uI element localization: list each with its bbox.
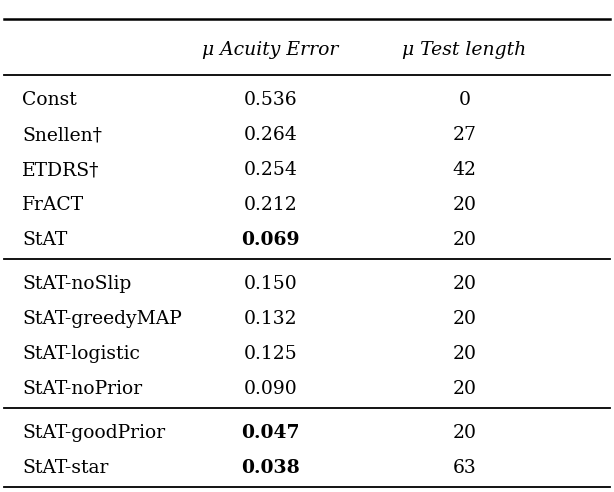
Text: 63: 63 bbox=[453, 459, 476, 477]
Text: StAT-noPrior: StAT-noPrior bbox=[22, 380, 142, 398]
Text: 0.047: 0.047 bbox=[241, 424, 300, 442]
Text: μ Test length: μ Test length bbox=[402, 41, 527, 59]
Text: 0.254: 0.254 bbox=[244, 161, 298, 179]
Text: StAT-logistic: StAT-logistic bbox=[22, 345, 140, 363]
Text: 0.212: 0.212 bbox=[244, 196, 298, 214]
Text: StAT-goodPrior: StAT-goodPrior bbox=[22, 424, 165, 442]
Text: 20: 20 bbox=[453, 310, 476, 328]
Text: 0.069: 0.069 bbox=[241, 231, 300, 249]
Text: 42: 42 bbox=[453, 161, 476, 179]
Text: 0.125: 0.125 bbox=[244, 345, 298, 363]
Text: 20: 20 bbox=[453, 380, 476, 398]
Text: 27: 27 bbox=[453, 126, 476, 144]
Text: 20: 20 bbox=[453, 424, 476, 442]
Text: μ Acuity Error: μ Acuity Error bbox=[203, 41, 339, 59]
Text: 0.038: 0.038 bbox=[241, 459, 300, 477]
Text: StAT-star: StAT-star bbox=[22, 459, 109, 477]
Text: ETDRS†: ETDRS† bbox=[22, 161, 100, 179]
Text: 20: 20 bbox=[453, 345, 476, 363]
Text: StAT: StAT bbox=[22, 231, 68, 249]
Text: 20: 20 bbox=[453, 231, 476, 249]
Text: 20: 20 bbox=[453, 196, 476, 214]
Text: 20: 20 bbox=[453, 275, 476, 293]
Text: 0.132: 0.132 bbox=[244, 310, 297, 328]
Text: 0: 0 bbox=[459, 92, 470, 109]
Text: 0.090: 0.090 bbox=[244, 380, 298, 398]
Text: FrACT: FrACT bbox=[22, 196, 85, 214]
Text: StAT-noSlip: StAT-noSlip bbox=[22, 275, 132, 293]
Text: StAT-greedyMAP: StAT-greedyMAP bbox=[22, 310, 182, 328]
Text: 0.264: 0.264 bbox=[244, 126, 298, 144]
Text: 0.150: 0.150 bbox=[244, 275, 298, 293]
Text: Const: Const bbox=[22, 92, 77, 109]
Text: 0.536: 0.536 bbox=[244, 92, 297, 109]
Text: Snellen†: Snellen† bbox=[22, 126, 103, 144]
